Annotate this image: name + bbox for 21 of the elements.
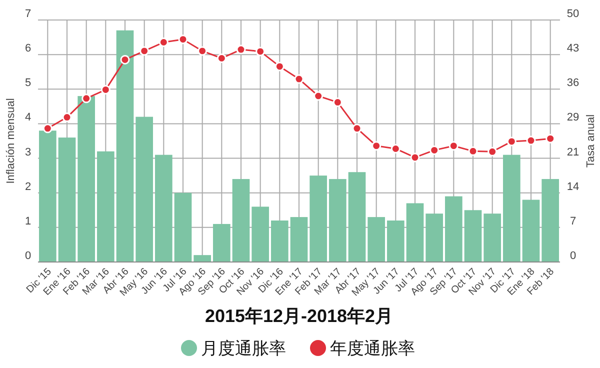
legend-label: 年度通胀率 <box>330 339 415 358</box>
y2-tick-label: 29 <box>566 112 580 124</box>
y-tick-label: 2 <box>24 180 32 193</box>
y-tick-label: 3 <box>24 146 32 158</box>
y2-tick-label: 43 <box>566 42 580 55</box>
y2-tick-label: 21 <box>566 146 580 158</box>
y-tick-label: 5 <box>24 77 32 90</box>
text: 2015年12月-2018年2月 <box>204 306 394 326</box>
y2-tick-label: 14 <box>566 180 580 193</box>
y2-tick-label: 0 <box>570 250 576 262</box>
y-tick-label: 6 <box>24 42 32 55</box>
legend-label: 月度通胀率 <box>201 339 286 358</box>
y-tick-label: 1 <box>24 215 32 228</box>
y2-tick-label: 36 <box>566 77 580 90</box>
y-tick-label: 0 <box>24 250 32 262</box>
y-tick-label: 4 <box>24 112 32 124</box>
y-tick-label: 7 <box>24 8 32 20</box>
y2-axis-title: Tasa anual <box>585 114 597 168</box>
y2-tick-label: 7 <box>570 215 576 228</box>
y-axis-title: Inflación mensual <box>5 98 17 184</box>
y2-tick-label: 50 <box>566 8 580 20</box>
